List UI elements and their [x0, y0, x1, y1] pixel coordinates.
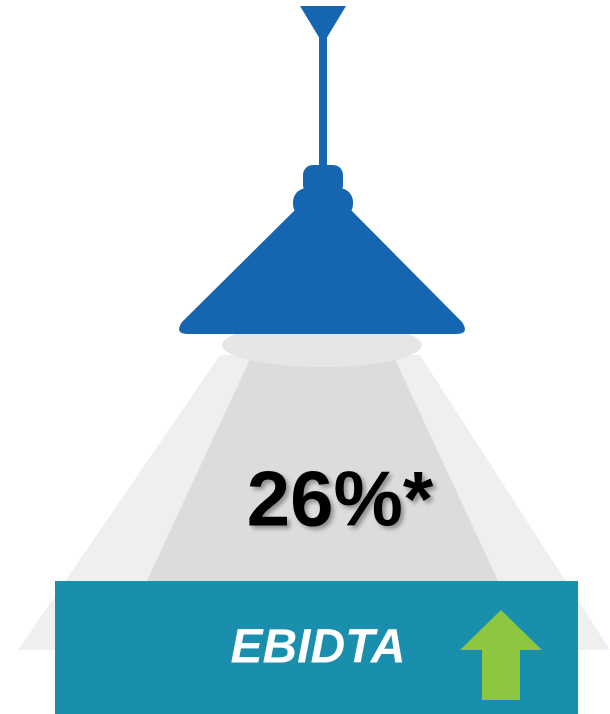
lamp-shade: [179, 205, 465, 334]
label-text: EBIDTA: [230, 621, 405, 674]
lamp: [179, 6, 465, 334]
infographic: 26%* EBIDTA: [0, 0, 610, 714]
lamp-cord: [319, 30, 327, 170]
value-text: 26%*: [247, 455, 434, 543]
